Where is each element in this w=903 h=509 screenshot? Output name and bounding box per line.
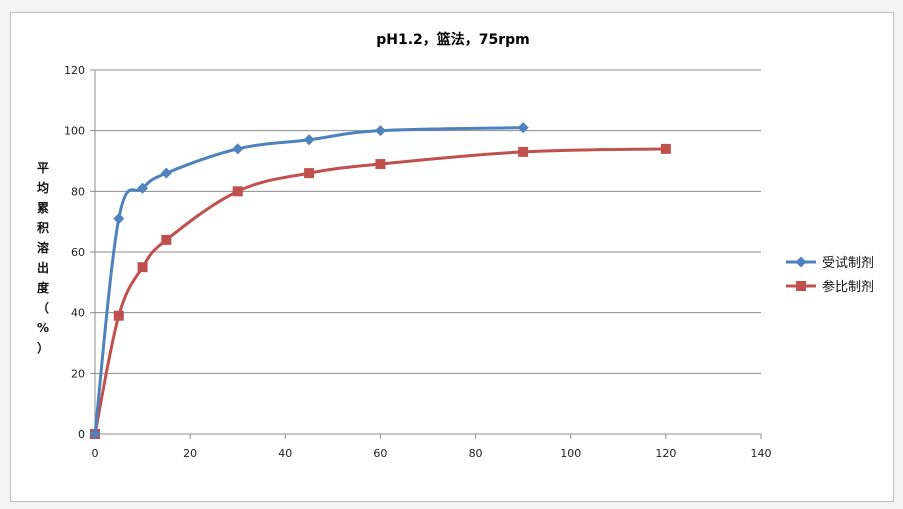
data-point-diamond [89,428,101,440]
y-tick-label: 40 [71,307,85,320]
chart-title: pH1.2，篮法，75rpm [376,31,530,48]
data-point-square [113,310,124,321]
data-point-diamond [303,134,315,146]
data-point-diamond [113,213,125,225]
legend-label: 受试制剂 [822,256,874,271]
data-point-square [796,281,806,291]
data-point-diamond [517,122,529,134]
y-tick-label: 20 [71,367,85,380]
y-tick-labels: 0 20 40 60 80 100 120 [64,64,85,441]
data-point-diamond [795,256,807,268]
data-point-square [660,143,671,154]
y-axis-label-char: （ [37,300,49,315]
x-tick-label: 100 [560,447,581,460]
series-layer [89,122,671,440]
x-tick-label: 60 [373,447,387,460]
y-tick-label: 0 [78,428,85,441]
y-tick-label: 120 [64,64,85,77]
x-tick-label: 120 [655,447,676,460]
axes [90,69,762,439]
data-point-square [232,186,243,197]
y-axis-label-char: 溶 [37,240,49,255]
x-tick-label: 40 [278,447,292,460]
series-reference [90,143,671,439]
y-axis-label-char: 累 [37,201,49,215]
y-tick-label: 80 [71,185,85,198]
data-point-diamond [137,182,149,194]
data-point-square [375,159,386,170]
y-axis-label-char: % [37,321,49,335]
legend-entry: 参比制剂 [786,279,874,295]
x-tick-label: 140 [751,447,772,460]
y-tick-label: 100 [64,125,85,138]
series-line [93,147,666,435]
y-tick-label: 60 [71,246,85,259]
data-point-diamond [160,167,172,179]
x-tick-label: 20 [183,447,197,460]
y-axis-label-char: 积 [37,220,49,235]
y-axis-label-char: 平 [37,161,49,175]
y-axis-label-char: 出 [37,260,49,275]
y-axis-label-char: ） [37,340,49,355]
y-axis-label-char: 均 [37,180,49,195]
y-axis-label-char: 度 [37,280,50,295]
x-tick-label: 0 [92,447,99,460]
series-test [89,122,529,440]
data-point-square [518,146,529,157]
data-point-square [161,234,172,245]
data-point-diamond [232,143,244,155]
x-tick-labels: 0 20 40 60 80 100 120 140 [92,447,772,460]
legend-entry: 受试制剂 [786,256,874,271]
data-point-square [304,168,315,179]
data-point-square [137,262,148,273]
chart-frame [10,12,894,502]
x-tick-label: 80 [469,447,483,460]
data-point-diamond [374,125,386,137]
gridlines [95,69,761,374]
legend-label: 参比制剂 [822,279,874,295]
